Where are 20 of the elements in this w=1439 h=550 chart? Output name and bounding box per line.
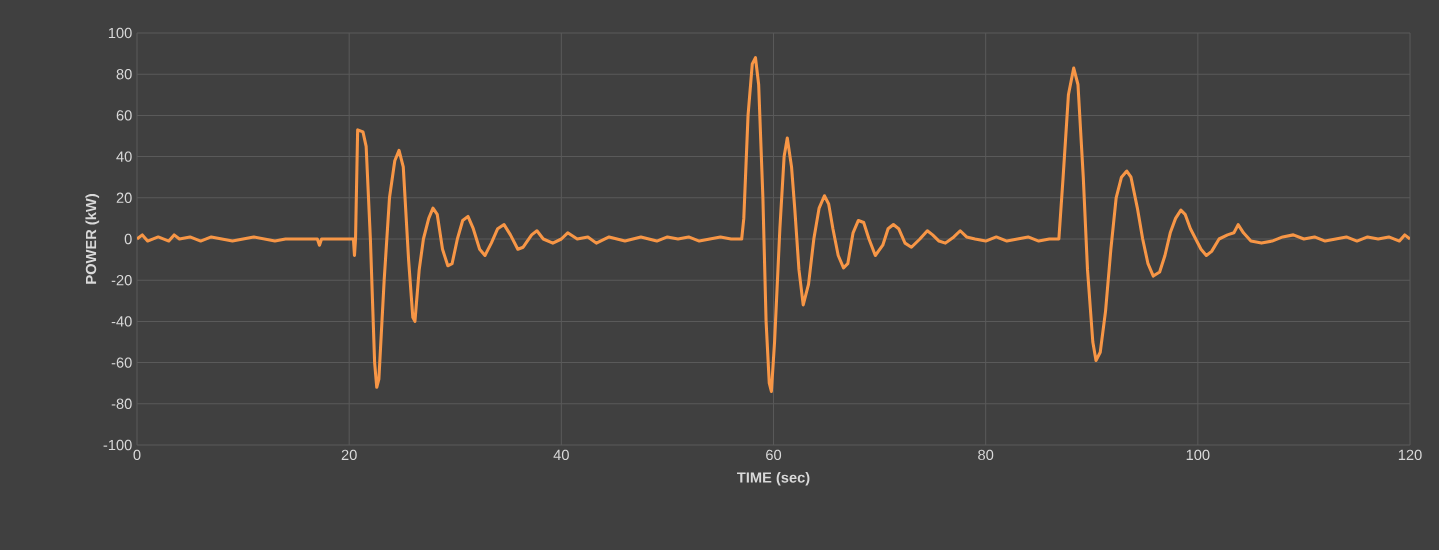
x-tick-label: 80	[978, 449, 994, 461]
y-tick-label: 80	[116, 69, 132, 80]
y-tick-label: -80	[111, 398, 132, 409]
y-tick-label: 40	[116, 151, 132, 162]
y-tick-label: 100	[108, 27, 132, 39]
x-tick-label: 20	[341, 449, 357, 461]
x-tick-label: 40	[553, 449, 569, 461]
x-tick-label: 100	[1186, 449, 1210, 461]
x-tick-label: 0	[133, 449, 141, 461]
y-axis-title: POWER (kW)	[85, 194, 100, 284]
y-tick-label: 60	[116, 110, 132, 121]
y-tick-label: -60	[111, 357, 132, 368]
y-tick-label: -40	[111, 316, 132, 327]
y-tick-label: -100	[103, 439, 132, 451]
x-tick-label: 60	[766, 449, 782, 461]
x-tick-label: 120	[1398, 449, 1422, 461]
y-tick-label: 0	[124, 233, 132, 245]
x-axis-title: TIME (sec)	[737, 471, 810, 486]
y-tick-label: -20	[111, 275, 132, 286]
y-tick-label: 20	[116, 192, 132, 203]
